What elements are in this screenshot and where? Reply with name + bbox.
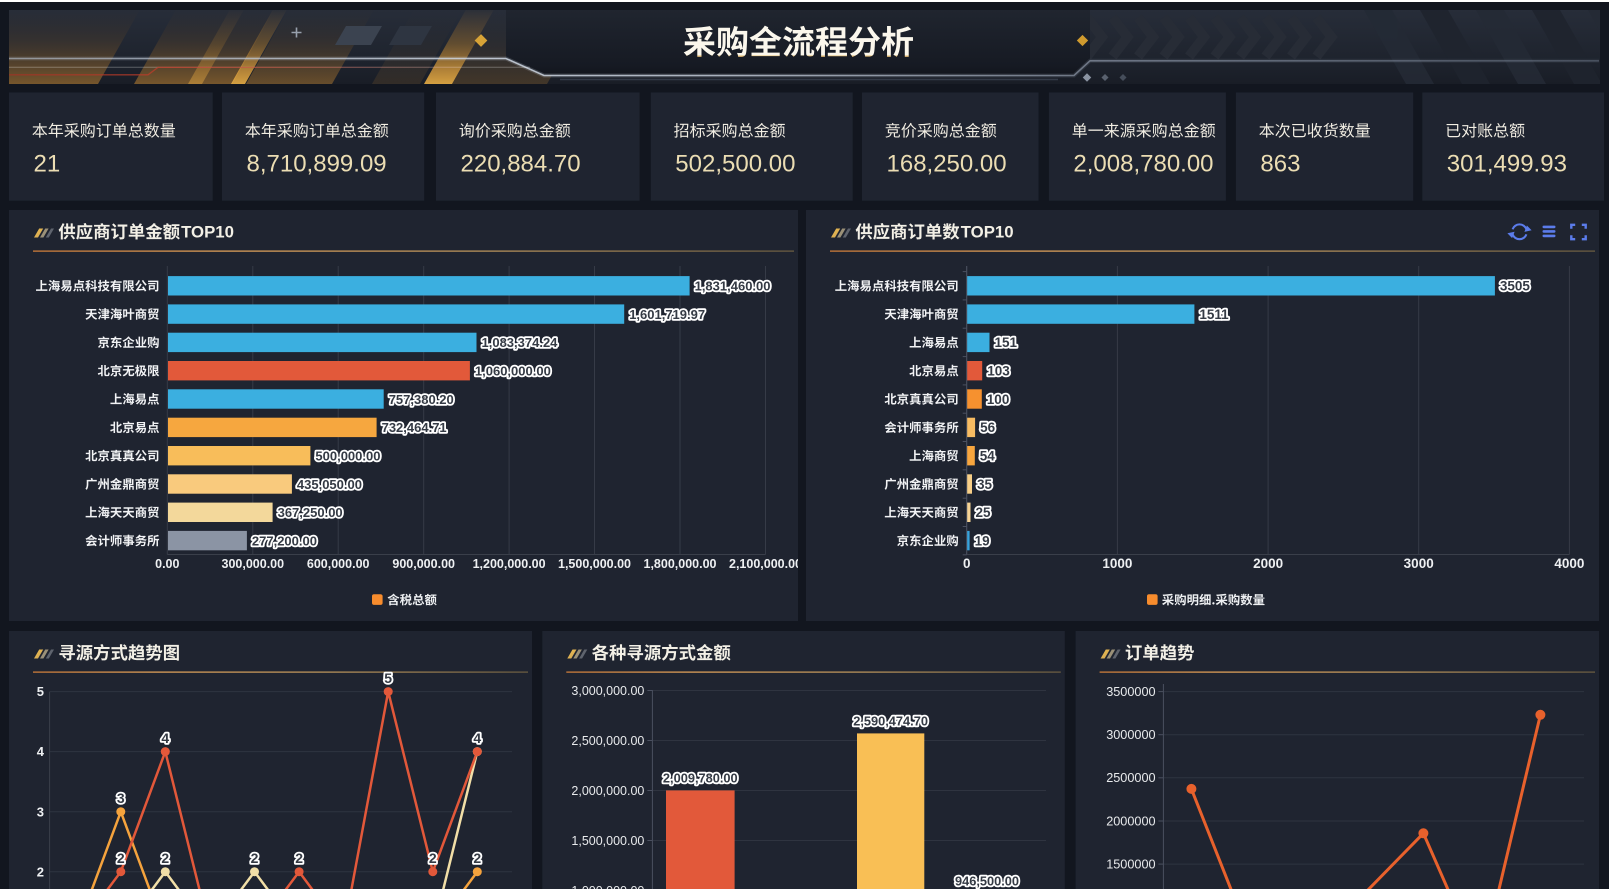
svg-text:100: 100 <box>987 392 1010 407</box>
svg-text:3: 3 <box>117 790 125 806</box>
svg-text:4000: 4000 <box>1554 556 1584 571</box>
svg-text:5: 5 <box>384 670 392 686</box>
svg-text:19: 19 <box>975 533 990 548</box>
svg-text:168,250.00: 168,250.00 <box>887 150 1007 177</box>
svg-text:2,100,000.00: 2,100,000.00 <box>729 557 802 571</box>
svg-text:25: 25 <box>976 505 992 520</box>
svg-text:TOP10: TOP10 <box>181 223 234 242</box>
svg-text:1500000: 1500000 <box>1106 857 1155 871</box>
svg-text:1,060,000.00: 1,060,000.00 <box>475 364 551 379</box>
svg-text:1,000,000.00: 1,000,000.00 <box>571 884 644 889</box>
svg-text:151: 151 <box>995 335 1018 350</box>
svg-text:3500000: 3500000 <box>1106 685 1155 699</box>
svg-text:301,499.93: 301,499.93 <box>1447 150 1567 177</box>
svg-text:21: 21 <box>34 150 61 177</box>
svg-text:1,601,719.97: 1,601,719.97 <box>629 307 705 322</box>
svg-text:2000000: 2000000 <box>1106 814 1155 828</box>
svg-text:2: 2 <box>161 850 169 866</box>
svg-text:3,000,000.00: 3,000,000.00 <box>571 684 644 698</box>
svg-text:1,800,000.00: 1,800,000.00 <box>644 557 717 571</box>
svg-text:757,380.20: 757,380.20 <box>389 392 454 407</box>
svg-text:2,500,000.00: 2,500,000.00 <box>571 734 644 748</box>
svg-text:1,200,000.00: 1,200,000.00 <box>473 557 546 571</box>
svg-text:3: 3 <box>37 804 44 819</box>
svg-text:1,500,000.00: 1,500,000.00 <box>571 834 644 848</box>
svg-text:2,590,474.70: 2,590,474.70 <box>853 714 928 729</box>
svg-text:4: 4 <box>473 730 481 746</box>
svg-text:500,000.00: 500,000.00 <box>315 449 380 464</box>
svg-text:2: 2 <box>295 850 303 866</box>
svg-text:5: 5 <box>37 684 44 699</box>
svg-text:946,500.00: 946,500.00 <box>955 874 1019 889</box>
svg-text:4: 4 <box>37 744 45 759</box>
svg-text:277,200.00: 277,200.00 <box>252 533 317 548</box>
svg-text:0.00: 0.00 <box>155 557 179 571</box>
svg-text:2,000,000.00: 2,000,000.00 <box>571 784 644 798</box>
svg-text:732,464.71: 732,464.71 <box>382 420 447 435</box>
svg-text:2: 2 <box>251 850 259 866</box>
svg-text:2000: 2000 <box>1253 556 1283 571</box>
svg-text:35: 35 <box>977 477 993 492</box>
svg-text:3505: 3505 <box>1500 279 1531 294</box>
svg-text:1511: 1511 <box>1199 307 1229 322</box>
svg-text:0: 0 <box>963 556 971 571</box>
svg-text:2,008,780.00: 2,008,780.00 <box>1073 150 1213 177</box>
svg-text:2: 2 <box>473 850 481 866</box>
svg-text:2: 2 <box>37 864 44 879</box>
svg-text:2,009,780.00: 2,009,780.00 <box>663 771 738 786</box>
svg-text:863: 863 <box>1260 150 1300 177</box>
svg-text:56: 56 <box>980 420 996 435</box>
svg-text:900,000.00: 900,000.00 <box>392 557 455 571</box>
svg-text:2: 2 <box>117 850 125 866</box>
svg-text:TOP10: TOP10 <box>961 223 1014 242</box>
svg-text:8,710,899.09: 8,710,899.09 <box>247 150 387 177</box>
svg-text:1000: 1000 <box>1102 556 1132 571</box>
svg-text:3000: 3000 <box>1404 556 1434 571</box>
svg-text:1,831,460.00: 1,831,460.00 <box>695 279 771 294</box>
svg-text:600,000.00: 600,000.00 <box>307 557 370 571</box>
svg-text:220,884.70: 220,884.70 <box>461 150 581 177</box>
svg-text:367,250.00: 367,250.00 <box>278 505 343 520</box>
svg-text:1,500,000.00: 1,500,000.00 <box>558 557 631 571</box>
svg-text:502,500.00: 502,500.00 <box>675 150 795 177</box>
svg-text:54: 54 <box>980 449 996 464</box>
svg-text:103: 103 <box>987 364 1010 379</box>
svg-text:435,050.00: 435,050.00 <box>297 477 362 492</box>
svg-text:300,000.00: 300,000.00 <box>222 557 285 571</box>
svg-text:4: 4 <box>161 730 169 746</box>
svg-text:3000000: 3000000 <box>1106 728 1155 742</box>
svg-text:2500000: 2500000 <box>1106 771 1155 785</box>
svg-text:1,083,374.24: 1,083,374.24 <box>482 335 559 350</box>
svg-text:2: 2 <box>429 850 437 866</box>
